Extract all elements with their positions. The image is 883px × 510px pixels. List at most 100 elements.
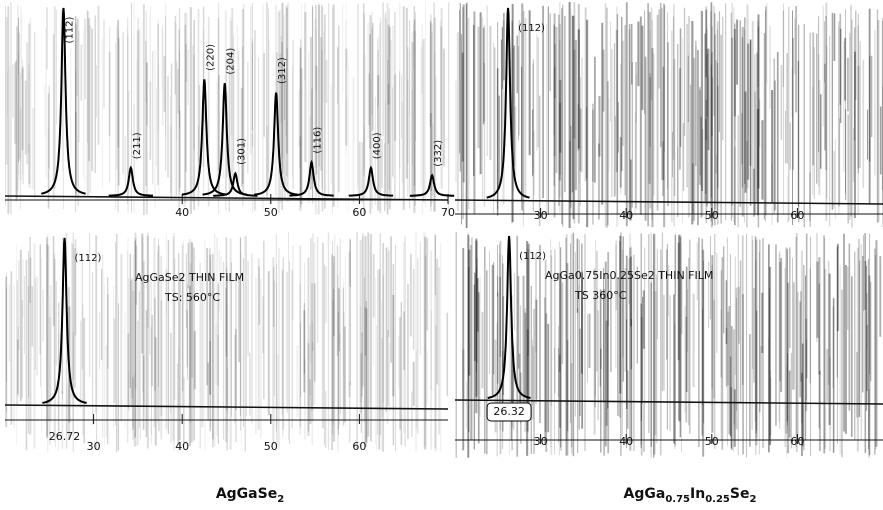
scan-noise <box>754 235 757 422</box>
scan-noise <box>27 250 29 398</box>
scan-noise <box>818 257 821 375</box>
scan-noise <box>714 233 716 449</box>
scan-noise <box>754 54 756 216</box>
scan-noise <box>278 9 281 176</box>
scan-noise <box>400 302 403 446</box>
scan-noise <box>237 51 240 182</box>
scan-noise <box>431 31 434 196</box>
scan-noise <box>371 22 374 131</box>
scan-noise <box>775 244 777 426</box>
scan-noise <box>240 87 242 157</box>
scan-noise <box>434 235 437 295</box>
scan-noise <box>576 238 579 313</box>
scan-noise <box>229 238 232 450</box>
scan-noise <box>20 5 22 162</box>
scan-noise <box>286 271 288 413</box>
scan-noise <box>440 7 443 189</box>
scan-noise <box>332 299 334 423</box>
scan-noise <box>580 243 583 375</box>
scan-noise <box>475 240 478 397</box>
scan-noise <box>74 23 78 196</box>
scan-noise <box>825 2 828 221</box>
scan-noise <box>337 48 339 208</box>
scan-noise <box>135 245 138 305</box>
scan-noise <box>497 276 499 413</box>
scan-noise <box>406 46 409 197</box>
scan-noise <box>705 6 708 141</box>
scan-noise <box>766 3 768 84</box>
scan-noise <box>569 140 571 203</box>
scan-noise <box>788 370 791 438</box>
scan-noise <box>521 66 523 200</box>
scan-noise <box>10 2 12 215</box>
scan-noise <box>72 232 74 452</box>
scan-noise <box>178 29 180 208</box>
scan-noise <box>751 235 753 430</box>
scan-noise <box>581 57 583 173</box>
scan-noise <box>733 329 736 425</box>
scan-noise <box>508 260 510 457</box>
scan-noise <box>743 28 745 223</box>
scan-noise <box>251 133 253 191</box>
scan-noise <box>176 12 178 140</box>
scan-noise <box>741 235 744 385</box>
scan-noise <box>528 10 531 156</box>
scan-noise <box>388 8 390 190</box>
scan-noise <box>757 26 760 228</box>
scan-noise <box>874 29 876 176</box>
scan-noise <box>230 21 233 136</box>
scan-noise <box>557 348 560 443</box>
scan-noise <box>165 16 167 171</box>
scan-noise <box>323 264 325 445</box>
scan-noise <box>324 266 327 324</box>
x-tick-label: 50 <box>264 206 278 219</box>
scan-noise <box>850 5 852 217</box>
scan-noise <box>467 232 470 458</box>
scan-noise <box>730 387 733 449</box>
scan-noise <box>337 287 339 435</box>
scan-noise <box>356 232 358 449</box>
scan-noise <box>146 235 149 449</box>
scan-noise <box>291 269 293 429</box>
scan-noise <box>130 2 133 213</box>
scan-noise <box>217 335 219 386</box>
scan-noise <box>824 21 826 83</box>
scan-noise <box>137 17 140 153</box>
scan-noise <box>241 9 244 184</box>
scan-noise <box>755 311 758 438</box>
scan-noise <box>240 251 242 446</box>
scan-noise <box>561 8 563 224</box>
scan-noise <box>640 317 643 456</box>
scan-noise <box>141 233 144 354</box>
caption-part: 2 <box>749 494 756 505</box>
scan-noise <box>339 245 341 345</box>
scan-noise <box>733 389 736 447</box>
scan-noise <box>785 110 786 164</box>
scan-noise <box>388 26 391 210</box>
scan-noise <box>769 25 771 109</box>
scan-noise <box>511 4 514 223</box>
scan-noise <box>21 13 23 80</box>
scan-noise <box>858 238 860 417</box>
scan-noise <box>786 364 788 458</box>
scan-noise <box>615 240 618 311</box>
scan-noise <box>667 12 669 189</box>
scan-noise <box>14 62 17 144</box>
scan-noise <box>725 3 727 221</box>
scan-noise <box>720 270 722 378</box>
scan-noise <box>309 379 311 424</box>
scan-noise <box>851 19 853 228</box>
scan-noise <box>831 12 833 210</box>
scan-noise <box>818 283 820 429</box>
scan-noise <box>309 325 311 396</box>
scan-noise <box>513 45 516 167</box>
scan-noise <box>185 13 188 83</box>
scan-noise <box>817 16 820 153</box>
scan-noise <box>586 19 589 228</box>
scan-noise <box>579 328 581 417</box>
scan-noise <box>179 274 181 441</box>
scan-noise <box>577 29 580 149</box>
scan-noise <box>511 20 514 224</box>
scan-noise <box>729 254 731 436</box>
scan-noise <box>485 270 488 455</box>
